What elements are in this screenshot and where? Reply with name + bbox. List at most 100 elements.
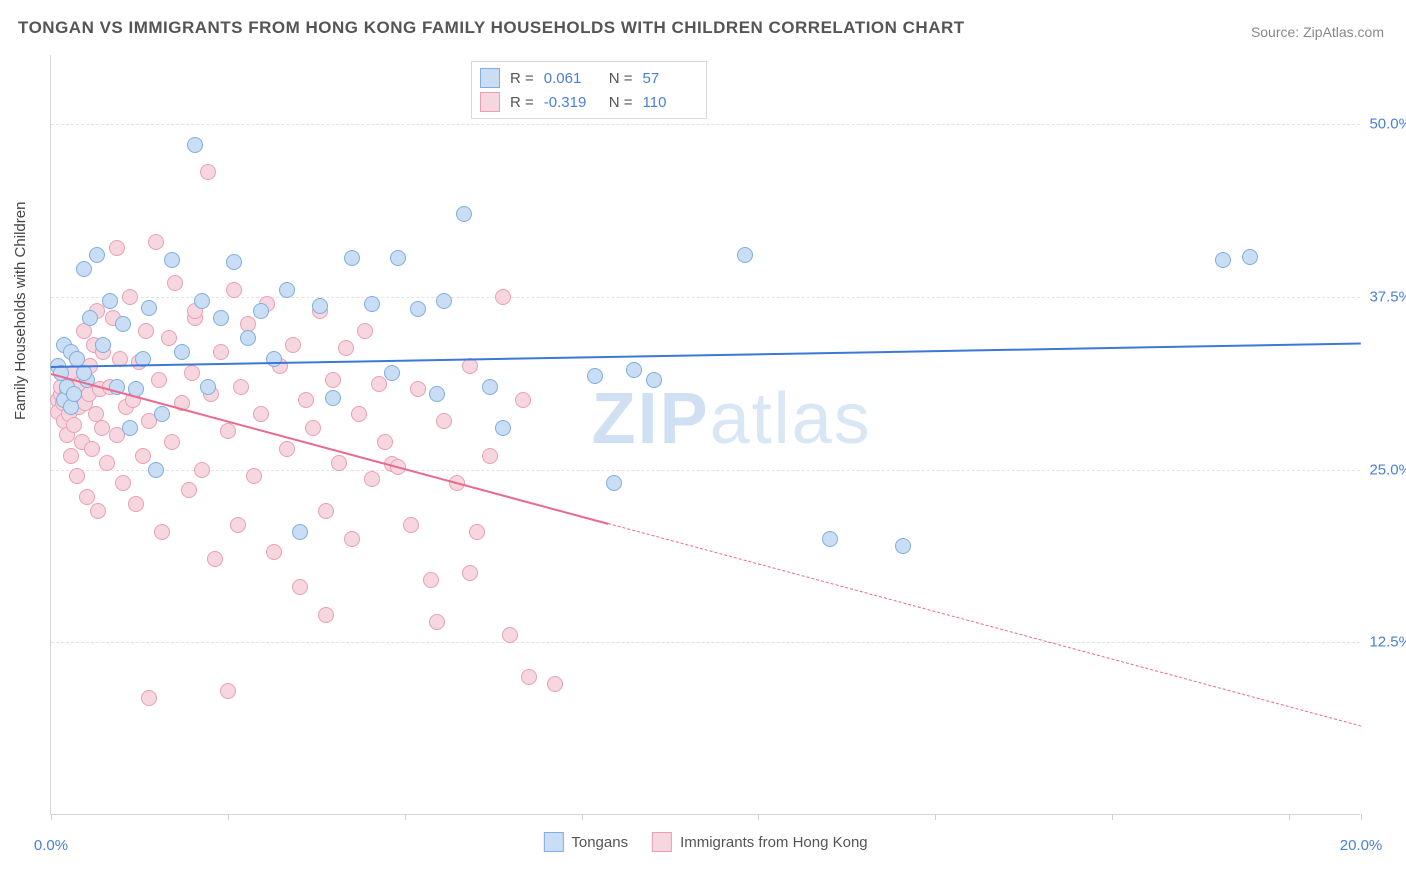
data-point: [122, 289, 138, 305]
data-point: [194, 462, 210, 478]
data-point: [63, 399, 79, 415]
data-point: [102, 293, 118, 309]
x-tick: [1289, 814, 1290, 820]
data-point: [240, 330, 256, 346]
y-tick-label: 12.5%: [1364, 634, 1406, 651]
data-point: [292, 579, 308, 595]
data-point: [895, 538, 911, 554]
data-point: [220, 423, 236, 439]
data-point: [90, 503, 106, 519]
data-point: [82, 310, 98, 326]
data-point: [822, 531, 838, 547]
y-tick-label: 37.5%: [1364, 288, 1406, 305]
data-point: [279, 441, 295, 457]
gridline: [51, 124, 1360, 125]
data-point: [226, 282, 242, 298]
data-point: [429, 614, 445, 630]
data-point: [174, 344, 190, 360]
n-value-a: 57: [643, 70, 698, 87]
watermark-atlas: atlas: [710, 379, 872, 459]
data-point: [122, 420, 138, 436]
chart-container: TONGAN VS IMMIGRANTS FROM HONG KONG FAMI…: [0, 0, 1406, 892]
data-point: [587, 368, 603, 384]
data-point: [325, 372, 341, 388]
data-point: [161, 330, 177, 346]
data-point: [344, 531, 360, 547]
data-point: [737, 247, 753, 263]
data-point: [266, 544, 282, 560]
swatch-tongans: [543, 832, 563, 852]
data-point: [429, 386, 445, 402]
n-value-b: 110: [643, 94, 698, 111]
x-tick: [935, 814, 936, 820]
data-point: [194, 293, 210, 309]
data-point: [167, 275, 183, 291]
data-point: [423, 572, 439, 588]
data-point: [364, 296, 380, 312]
data-point: [220, 683, 236, 699]
r-label: R =: [510, 70, 534, 87]
data-point: [226, 254, 242, 270]
data-point: [547, 676, 563, 692]
data-point: [495, 289, 511, 305]
legend-item-b: Immigrants from Hong Kong: [652, 832, 868, 852]
data-point: [521, 669, 537, 685]
watermark: ZIPatlas: [592, 378, 872, 460]
n-label: N =: [609, 94, 633, 111]
data-point: [115, 475, 131, 491]
data-point: [456, 206, 472, 222]
data-point: [164, 434, 180, 450]
data-point: [482, 379, 498, 395]
data-point: [371, 376, 387, 392]
data-point: [66, 417, 82, 433]
data-point: [213, 310, 229, 326]
data-point: [403, 517, 419, 533]
data-point: [364, 471, 380, 487]
data-point: [462, 565, 478, 581]
y-tick-label: 50.0%: [1364, 116, 1406, 133]
r-value-a: 0.061: [544, 70, 599, 87]
trend-line: [608, 523, 1362, 727]
data-point: [646, 372, 662, 388]
x-tick: [228, 814, 229, 820]
swatch-tongans: [480, 68, 500, 88]
watermark-zip: ZIP: [592, 379, 710, 459]
data-point: [164, 252, 180, 268]
data-point: [141, 690, 157, 706]
x-tick: [51, 814, 52, 820]
legend-item-a: Tongans: [543, 832, 628, 852]
x-tick: [1112, 814, 1113, 820]
legend-label-a: Tongans: [571, 834, 628, 851]
data-point: [318, 607, 334, 623]
chart-title: TONGAN VS IMMIGRANTS FROM HONG KONG FAMI…: [18, 18, 965, 38]
bottom-legend: Tongans Immigrants from Hong Kong: [543, 832, 867, 852]
data-point: [200, 164, 216, 180]
data-point: [377, 434, 393, 450]
r-label: R =: [510, 94, 534, 111]
data-point: [606, 475, 622, 491]
data-point: [154, 524, 170, 540]
data-point: [184, 365, 200, 381]
data-point: [148, 462, 164, 478]
stats-legend: R = 0.061 N = 57 R = -0.319 N = 110: [471, 61, 707, 119]
data-point: [154, 406, 170, 422]
data-point: [141, 300, 157, 316]
data-point: [266, 351, 282, 367]
data-point: [148, 234, 164, 250]
n-label: N =: [609, 70, 633, 87]
data-point: [253, 303, 269, 319]
data-point: [384, 365, 400, 381]
data-point: [357, 323, 373, 339]
chart-source: Source: ZipAtlas.com: [1251, 24, 1384, 40]
data-point: [135, 448, 151, 464]
data-point: [233, 379, 249, 395]
data-point: [1215, 252, 1231, 268]
y-axis-label: Family Households with Children: [12, 202, 29, 420]
data-point: [502, 627, 518, 643]
x-tick: [1361, 814, 1362, 820]
data-point: [482, 448, 498, 464]
data-point: [279, 282, 295, 298]
x-tick-label: 20.0%: [1340, 837, 1383, 854]
swatch-hongkong: [480, 92, 500, 112]
data-point: [436, 413, 452, 429]
